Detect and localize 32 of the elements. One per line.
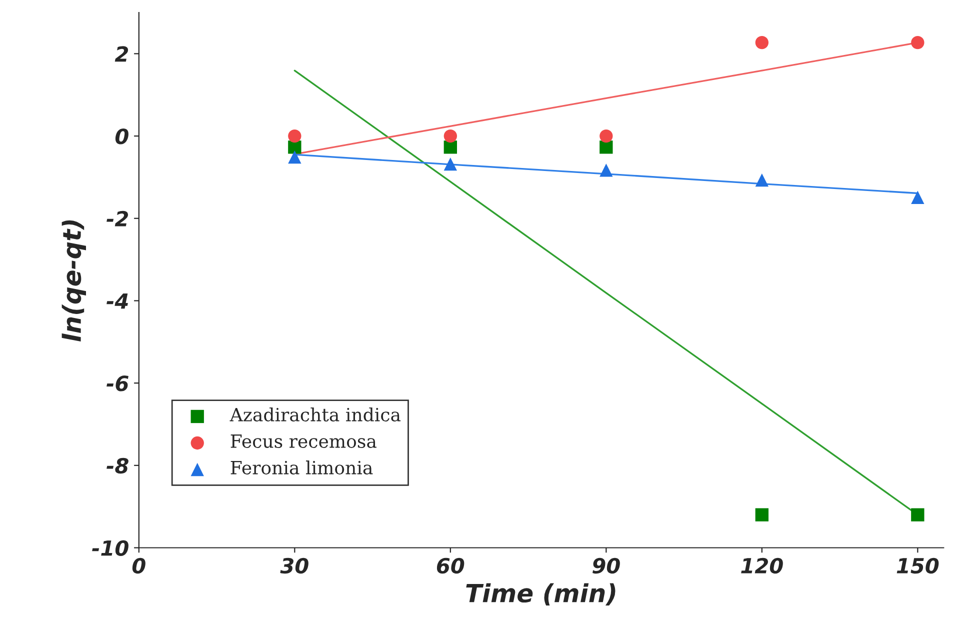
legend-label: Azadirachta indica <box>230 408 400 422</box>
point <box>755 508 769 522</box>
y-tick-label: 0 <box>115 128 128 144</box>
y-tick-label: -4 <box>106 293 128 309</box>
point <box>288 129 302 143</box>
x-tick-label: 60 <box>436 558 464 574</box>
x-tick-label: 120 <box>741 558 783 574</box>
y-tick-label: -2 <box>106 210 128 226</box>
y-tick-label: 2 <box>114 46 128 62</box>
point <box>444 140 457 154</box>
point <box>288 150 302 164</box>
point <box>755 36 769 50</box>
y-tick-label: -8 <box>106 458 128 474</box>
point <box>911 508 924 522</box>
y-tick-label: -6 <box>106 376 128 392</box>
point <box>444 129 457 143</box>
legend-label: Feronia limonia <box>230 460 373 474</box>
x-tick-label: 30 <box>280 558 308 574</box>
x-axis-title: Time (min) <box>466 583 616 606</box>
point <box>600 129 613 143</box>
x-tick-label: 0 <box>132 558 146 574</box>
legend-label: Fecus recemosa <box>230 434 376 448</box>
y-tick-label: -10 <box>92 540 128 556</box>
point <box>444 157 457 171</box>
point <box>600 164 613 177</box>
x-tick-label: 90 <box>592 558 620 574</box>
point <box>911 36 924 50</box>
point <box>911 190 924 204</box>
point <box>600 140 613 154</box>
point <box>755 174 769 187</box>
y-axis-title: ln(qe-qt) <box>62 220 86 342</box>
x-tick-label: 150 <box>896 558 939 574</box>
